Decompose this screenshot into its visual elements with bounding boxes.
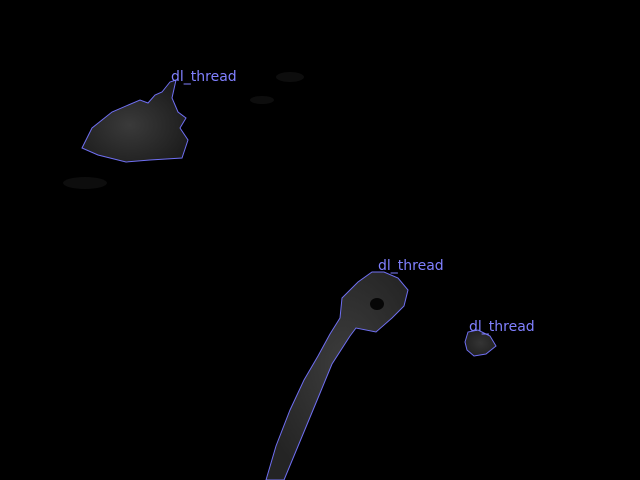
detection-2-label: dl_thread [378, 258, 444, 274]
detection-1[interactable]: dl_thread [81, 69, 237, 163]
detection-2-contour [265, 271, 409, 480]
detection-2-dark-core [370, 298, 384, 310]
detection-1-contour [81, 79, 189, 163]
detection-3-contour [464, 329, 497, 357]
detection-3-blob [465, 330, 496, 356]
detection-1-label: dl_thread [171, 69, 237, 85]
background-noise [63, 72, 304, 189]
detection-2-blob [266, 272, 408, 480]
detection-1-blob [82, 80, 188, 162]
detection-3[interactable]: dl_thread [464, 319, 535, 357]
detection-3-label: dl_thread [469, 319, 535, 335]
detection-2[interactable]: dl_thread [265, 258, 444, 480]
